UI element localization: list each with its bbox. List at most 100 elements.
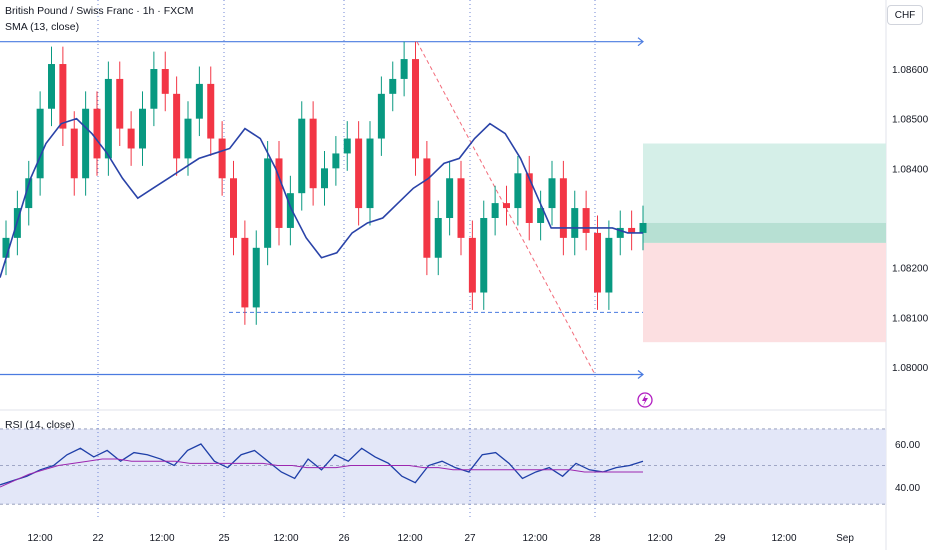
chart-title: British Pound / Swiss Franc · 1h · FXCM [5,5,194,17]
candle-body [412,59,419,159]
bar-countdown: 01:09 [896,225,922,236]
candle-body [582,208,590,233]
candle-body [2,237,10,258]
time-axis-label: 12:00 [397,533,422,544]
candle-body [503,203,510,209]
price-axis-label: 1.08200 [892,264,929,275]
time-axis-label: 29 [714,533,726,544]
candle-body [150,69,158,109]
candle-body [366,138,374,209]
candle-body [423,158,431,258]
time-axis-label: 12:00 [149,533,174,544]
current-price-tag: 1.08294 01:09 [888,212,930,238]
time-axis-label: 25 [218,533,230,544]
candle-body [127,128,135,149]
time-axis-label: Sep [836,533,854,544]
lightning-bolt-icon [642,394,648,406]
candle-body [309,118,317,189]
candle-body [605,237,613,293]
candle-body [104,78,112,159]
candle-body [36,108,44,179]
candle-body [457,178,465,238]
candle-body [48,64,55,109]
candle-body [389,78,397,94]
time-axis-label: 12:00 [27,533,52,544]
stop-price-tag: 1.08050 [890,337,928,348]
candle-body [70,128,78,179]
candle-body [559,178,567,238]
candle-body [537,208,545,223]
candle-body [400,59,408,79]
candle-body [594,232,601,293]
candle-body [59,64,67,129]
candle-body [434,218,442,258]
support-line-arrow [637,370,644,379]
rsi-value-tag: 51.75 [896,457,922,468]
current-price-value: 1.08294 [890,213,928,224]
sma-line [0,117,643,278]
candle-body [480,218,488,293]
price-axis-label: 1.08400 [892,164,929,175]
candle-body [491,203,499,219]
candle-body [571,208,579,238]
candle-body [207,83,215,139]
time-axis-label: 28 [589,533,601,544]
candle-body [275,158,283,228]
candle-body [343,138,351,154]
candle-body [241,237,249,308]
price-axis-label: 1.08000 [892,363,929,374]
entry-price-tag: 1.08250 [890,243,928,254]
currency-button[interactable]: CHF [887,5,923,25]
candle-body [139,108,146,149]
open-pl-zone [643,222,886,243]
candle-body [230,178,237,238]
time-axis-label: 12:00 [647,533,672,544]
time-axis-label: 12:00 [771,533,796,544]
time-axis-label: 12:00 [273,533,298,544]
candle-body [468,237,476,293]
candle-body [548,178,556,209]
rsi-band [0,428,886,505]
candle-body [116,78,124,129]
price-axis-label: 1.08600 [892,65,929,76]
candle-body [446,178,454,219]
candle-body [514,173,522,209]
price-axis-label: 1.08500 [892,115,929,126]
candle-body [298,118,306,194]
time-axis-label: 26 [338,533,350,544]
lightning-icon [637,392,653,408]
rsi-axis-label: 60.00 [895,440,920,451]
candle-body [161,69,169,94]
candle-body [525,173,533,223]
time-axis-label: 22 [92,533,104,544]
candle-body [286,193,294,228]
candle-body [218,138,226,179]
candle-body [252,247,260,308]
rsi-indicator-label[interactable]: RSI (14, close) [5,419,75,431]
candle-body [616,227,624,238]
candle-body [628,227,636,233]
candle-body [82,108,90,179]
candle-body [184,118,192,159]
candle-body [332,153,340,169]
time-axis-label: 12:00 [522,533,547,544]
candle-body [355,138,363,209]
stop-zone [643,242,886,343]
candle-body [321,168,328,189]
candle-body [25,178,33,209]
candle-body [195,83,203,119]
rsi-line [0,443,644,486]
resistance-line-arrow [637,37,644,47]
candle-body [264,158,272,248]
candle-body [93,108,101,159]
target-price-tag: 1.08450 [890,138,928,149]
candle-body [639,222,647,233]
candle-body [173,93,181,159]
sma-indicator-label[interactable]: SMA (13, close) [5,21,80,33]
candle-body [377,93,385,139]
time-axis-label: 27 [464,533,476,544]
rsi-ma-line [0,458,643,488]
rsi-ma-value-tag: 47.00 [896,473,922,484]
rsi-axis-label: 40.00 [895,483,920,494]
